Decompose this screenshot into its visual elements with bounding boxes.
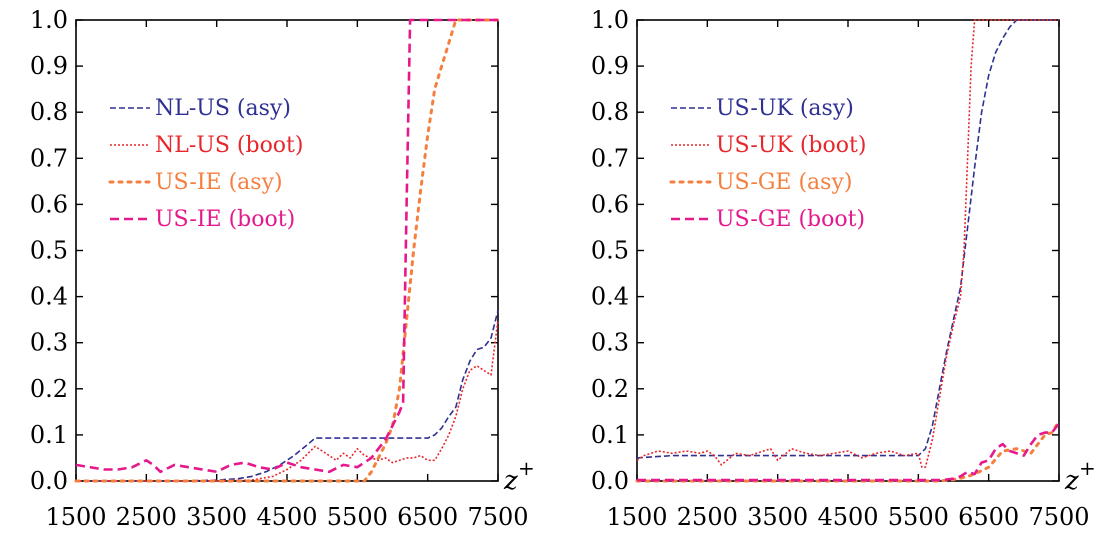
x-tick-label: 4500 (256, 503, 317, 531)
y-tick-label: 0.1 (591, 421, 629, 449)
x-tick-label: 2500 (677, 503, 738, 531)
y-tick-label: 0.1 (30, 421, 68, 449)
plot-frame (636, 19, 1060, 482)
series-line-us-ie-boot (75, 18, 498, 474)
y-tick-label: 0.3 (591, 329, 629, 357)
x-tick-label: 2500 (116, 503, 177, 531)
y-tick-label: 0.5 (30, 237, 68, 265)
legend-label: US-IE (asy) (155, 170, 283, 195)
series-line-nl-us-asy (76, 310, 499, 482)
plot-frame (75, 19, 499, 482)
y-tick-label: 0.6 (591, 190, 629, 218)
y-tick-label: 0.9 (591, 52, 629, 80)
x-tick-label: 7500 (467, 503, 528, 531)
legend-label: US-UK (boot) (716, 133, 866, 158)
series-line-us-uk-asy (636, 19, 1059, 459)
y-tick-label: 0.7 (591, 144, 629, 172)
x-axis-label-superscript: + (1079, 456, 1096, 480)
y-tick-label: 0.0 (591, 467, 629, 495)
x-tick-label: 1500 (45, 503, 106, 531)
series-line-nl-us-boot (76, 319, 499, 482)
series-line-us-ge-asy (635, 419, 1061, 483)
y-tick-label: 0.4 (591, 283, 629, 311)
y-tick-label: 0.9 (30, 52, 68, 80)
legend-label: US-GE (asy) (716, 170, 852, 195)
x-tick-label: 1500 (606, 503, 667, 531)
chart-panel-left: 0.0 0.1 0.2 0.3 0.4 0.5 0.6 0.7 0.8 0.9 1.0 1500 250… (30, 6, 535, 531)
x-tick-label: 3500 (747, 503, 808, 531)
series-line-us-ie-asy (74, 18, 500, 483)
legend-label: NL-US (asy) (155, 96, 291, 121)
x-axis-label: z (503, 466, 518, 496)
x-tick-label: 6500 (958, 503, 1019, 531)
y-tick-label: 0.0 (30, 467, 68, 495)
y-tick-label: 0.5 (591, 237, 629, 265)
x-tick-label: 3500 (186, 503, 247, 531)
y-tick-label: 1.0 (591, 6, 629, 34)
x-tick-label: 5500 (327, 503, 388, 531)
y-tick-label: 0.2 (591, 375, 629, 403)
y-tick-label: 1.0 (30, 6, 68, 34)
y-tick-label: 0.3 (30, 329, 68, 357)
legend-label: US-GE (boot) (716, 207, 865, 232)
chart-panel-right: 0.0 0.1 0.2 0.3 0.4 0.5 0.6 0.7 0.8 0.9 1.0 1500 250… (591, 6, 1096, 531)
x-axis-label: z (1064, 466, 1079, 496)
series-line-us-uk-boot (636, 19, 1059, 469)
legend-label: US-IE (boot) (155, 207, 295, 232)
y-tick-label: 0.8 (591, 98, 629, 126)
x-tick-label: 5500 (888, 503, 949, 531)
x-tick-label: 6500 (397, 503, 458, 531)
y-tick-label: 0.8 (30, 98, 68, 126)
y-tick-label: 0.6 (30, 190, 68, 218)
x-axis-label-superscript: + (518, 456, 535, 480)
x-tick-label: 7500 (1028, 503, 1089, 531)
y-tick-label: 0.4 (30, 283, 68, 311)
x-tick-label: 4500 (817, 503, 878, 531)
y-tick-label: 0.2 (30, 375, 68, 403)
series-line-us-ge-boot (637, 422, 1061, 482)
legend-label: US-UK (asy) (716, 96, 854, 121)
legend-label: NL-US (boot) (155, 133, 303, 158)
y-tick-label: 0.7 (30, 144, 68, 172)
